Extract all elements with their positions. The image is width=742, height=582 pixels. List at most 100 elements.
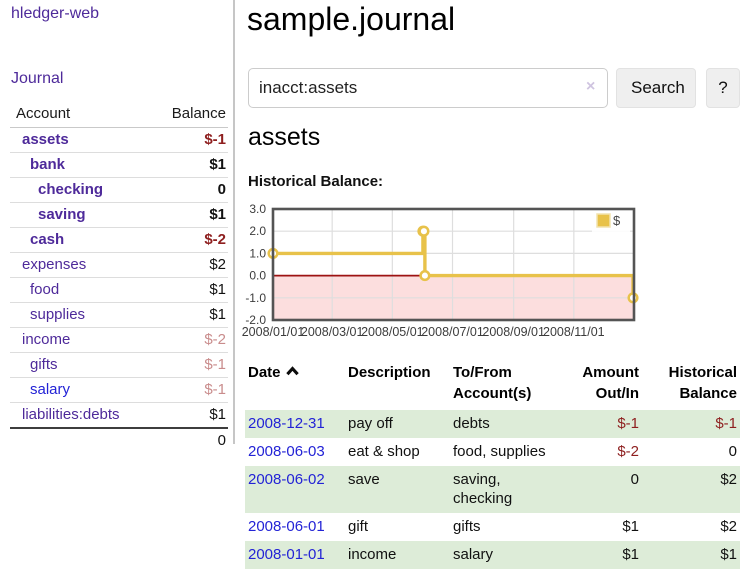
account-link-expenses[interactable]: expenses bbox=[22, 256, 87, 273]
account-link-gifts[interactable]: gifts bbox=[30, 356, 58, 373]
account-balance: $1 bbox=[149, 152, 228, 178]
column-header-balance: Historical Balance bbox=[668, 364, 737, 402]
chart-title: Historical Balance: bbox=[248, 173, 384, 190]
sidebar-item-journal[interactable]: Journal bbox=[11, 70, 64, 87]
account-row: bank $1 bbox=[10, 152, 228, 178]
account-balance: $-2 bbox=[149, 327, 228, 353]
accounts-header-account: Account bbox=[10, 102, 150, 128]
account-link-assets[interactable]: assets bbox=[22, 131, 69, 148]
transaction-accounts: salary bbox=[453, 546, 494, 563]
clear-search-icon[interactable]: × bbox=[586, 78, 596, 95]
account-link-liabilities-debts[interactable]: liabilities:debts bbox=[22, 406, 120, 423]
account-link-cash[interactable]: cash bbox=[30, 231, 65, 248]
legend-label: $ bbox=[613, 213, 621, 228]
accounts-total-value: 0 bbox=[149, 427, 228, 453]
account-row: salary $-1 bbox=[10, 377, 228, 403]
help-button[interactable]: ? bbox=[706, 68, 740, 108]
y-axis-tick-label: 1.0 bbox=[249, 246, 266, 260]
sidebar-divider bbox=[233, 0, 235, 444]
x-axis-tick-label: 2008/11/01 bbox=[543, 325, 605, 339]
transaction-date-link[interactable]: 2008-06-01 bbox=[248, 518, 325, 535]
account-balance: 0 bbox=[149, 177, 228, 203]
account-balance: $1 bbox=[149, 202, 228, 228]
account-row: supplies $1 bbox=[10, 302, 228, 328]
account-row: cash $-2 bbox=[10, 227, 228, 253]
transaction-balance: $2 bbox=[720, 471, 737, 488]
transactions-table: Date Description To/From Account(s) Amou… bbox=[245, 358, 740, 569]
account-balance: $1 bbox=[149, 277, 228, 303]
x-axis-tick-label: 2008/09/01 bbox=[482, 325, 545, 339]
x-axis-tick-label: 2008/01/01 bbox=[242, 325, 305, 339]
accounts-header-balance: Balance bbox=[149, 102, 228, 128]
accounts-header-row: Account Balance bbox=[10, 102, 228, 128]
search-button[interactable]: Search bbox=[616, 68, 696, 108]
transaction-row: 2008-01-01 income salary $1 $1 bbox=[245, 541, 740, 569]
account-link-saving[interactable]: saving bbox=[38, 206, 86, 223]
account-row: checking 0 bbox=[10, 177, 228, 203]
account-link-bank[interactable]: bank bbox=[30, 156, 66, 173]
account-balance: $2 bbox=[149, 252, 228, 278]
transaction-accounts: saving, checking bbox=[453, 471, 513, 507]
search-bar: × Search ? bbox=[248, 68, 740, 108]
transaction-balance: 0 bbox=[728, 443, 737, 460]
search-input[interactable] bbox=[248, 68, 608, 108]
chart-canvas: 3.0 2.0 1.0 0.0 -1.0 -2.02008/01/012008/03/01… bbox=[242, 202, 639, 339]
transaction-date-link[interactable]: 2008-06-02 bbox=[248, 471, 325, 488]
account-balance: $-2 bbox=[149, 227, 228, 253]
transactions-header-row: Date Description To/From Account(s) Amou… bbox=[245, 358, 740, 410]
data-point-marker bbox=[419, 270, 431, 282]
transaction-balance: $2 bbox=[720, 518, 737, 535]
plot-border bbox=[271, 207, 636, 322]
register-heading: assets bbox=[248, 123, 321, 151]
y-axis-tick-label: 0.0 bbox=[249, 269, 266, 283]
account-row: saving $1 bbox=[10, 202, 228, 228]
column-header-amount: Amount Out/In bbox=[582, 364, 639, 402]
account-link-supplies[interactable]: supplies bbox=[30, 306, 86, 323]
transaction-description: eat & shop bbox=[348, 443, 420, 460]
accounts-table: Account Balance assets $-1 bank $1 checking 0… bbox=[10, 102, 228, 453]
transaction-amount: $1 bbox=[622, 546, 639, 563]
historical-balance-chart: 3.0 2.0 1.0 0.0 -1.0 -2.0 2008/01/01 2008/03/01… bbox=[240, 197, 640, 345]
column-header-date[interactable]: Date bbox=[245, 358, 345, 410]
column-header-description: Description bbox=[348, 364, 431, 381]
account-balance: $-1 bbox=[204, 131, 226, 148]
account-row: assets $-1 bbox=[10, 128, 228, 153]
transaction-row: 2008-12-31 pay off debts $-1 $-1 bbox=[245, 410, 740, 438]
transaction-description: pay off bbox=[348, 415, 393, 432]
page-title: sample.journal bbox=[247, 1, 456, 37]
transaction-date-link[interactable]: 2008-12-31 bbox=[248, 415, 325, 432]
y-axis-tick-label: 3.0 bbox=[249, 202, 266, 216]
account-balance: $-1 bbox=[149, 377, 228, 403]
transaction-amount: $-2 bbox=[617, 443, 639, 460]
account-row: gifts $-1 bbox=[10, 352, 228, 378]
x-axis-tick-label: 2008/05/01 bbox=[361, 325, 424, 339]
transaction-description: income bbox=[348, 546, 397, 563]
transaction-date-link[interactable]: 2008-06-03 bbox=[248, 443, 325, 460]
y-axis-tick-label: -2.0 bbox=[245, 313, 266, 327]
transaction-amount: 0 bbox=[630, 471, 639, 488]
account-link-income[interactable]: income bbox=[22, 331, 71, 348]
brand-link[interactable]: hledger-web bbox=[11, 5, 100, 22]
account-link-food[interactable]: food bbox=[30, 281, 60, 298]
data-point-marker bbox=[418, 225, 430, 237]
account-row: income $-2 bbox=[10, 327, 228, 353]
account-link-checking[interactable]: checking bbox=[38, 181, 104, 198]
transaction-amount: $-1 bbox=[617, 415, 639, 432]
transaction-balance: $1 bbox=[720, 546, 737, 563]
transaction-row: 2008-06-01 gift gifts $1 $2 bbox=[245, 513, 740, 541]
y-axis-tick-label: 2.0 bbox=[249, 224, 266, 238]
account-row: liabilities:debts $1 bbox=[10, 402, 228, 428]
transaction-accounts: gifts bbox=[453, 518, 481, 535]
x-axis-tick-label: 2008/03/01 bbox=[301, 325, 364, 339]
transaction-description: save bbox=[348, 471, 380, 488]
transaction-balance: $-1 bbox=[715, 415, 737, 432]
transaction-row: 2008-06-02 save saving, checking 0 $2 bbox=[245, 466, 740, 513]
transaction-date-link[interactable]: 2008-01-01 bbox=[248, 546, 325, 563]
x-axis-tick-label: 2008/07/01 bbox=[421, 325, 484, 339]
transaction-accounts: food, supplies bbox=[453, 443, 546, 460]
y-axis-tick-label: -1.0 bbox=[245, 291, 266, 305]
account-balance: $-1 bbox=[149, 352, 228, 378]
account-link-salary[interactable]: salary bbox=[30, 381, 71, 398]
account-row: expenses $2 bbox=[10, 252, 228, 278]
transaction-description: gift bbox=[348, 518, 369, 535]
